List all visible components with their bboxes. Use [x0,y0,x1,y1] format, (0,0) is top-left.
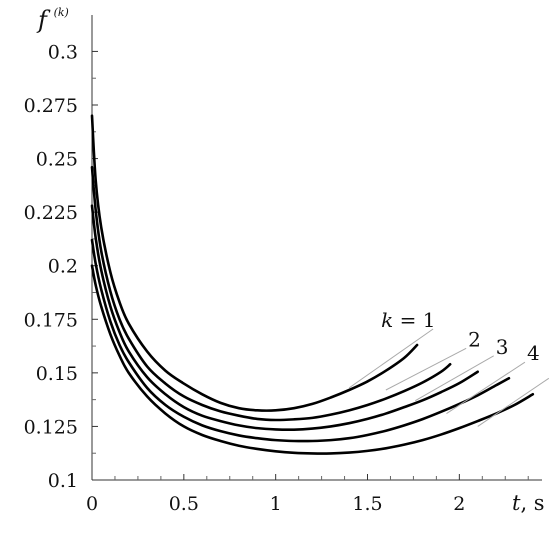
y-tick-label: 0.15 [36,363,78,385]
axes [91,15,542,481]
label-leader-4 [446,361,526,414]
label-leaders [348,328,550,427]
series-label-1: k = 1 [381,308,435,332]
x-tick-label: 1.5 [352,493,382,515]
x-axis-title: t, s [512,491,545,515]
y-tick-label: 0.225 [24,202,78,224]
y-tick-label: 0.3 [48,41,78,63]
x-tick-label: 0.5 [169,493,199,515]
curve-labels: k = 12345 [381,308,540,365]
y-tick-label: 0.25 [36,149,78,171]
series-label-2: 2 [468,327,481,351]
y-axis-title-main: f [36,6,51,34]
label-leader-3 [415,355,494,402]
series-label-4: 4 [527,341,540,365]
y-tick-label: 0.2 [48,256,78,278]
series-line-4 [90,238,511,443]
y-tick-label: 0.1 [48,470,78,492]
x-tick-label: 0 [86,493,98,515]
y-axis-title-sup: (k) [54,6,69,19]
x-tick-label: 1 [270,493,282,515]
x-axis-title-var: t [512,491,521,515]
label-leader-1 [348,328,434,389]
series-line-1 [90,114,419,412]
series-label-3: 3 [496,335,509,359]
curves [90,114,535,455]
series-label-value: = 1 [393,308,435,332]
series-label-k: k [381,308,393,332]
label-leader-2 [385,347,467,391]
y-tick-label: 0.175 [24,309,78,331]
series-line-3 [90,204,480,432]
x-ticks: 0 0.5 1 1.5 2 [86,474,529,515]
x-axis-title-unit: , s [520,491,544,515]
x-tick-label: 2 [453,493,465,515]
y-tick-label: 0.125 [24,416,78,438]
y-tick-label: 0.275 [24,95,78,117]
label-leader-5 [477,377,550,427]
series-line-5 [90,264,535,455]
series-line-2 [90,165,452,422]
y-ticks: 0.1 0.125 0.15 0.175 0.2 0.225 0.25 0.275 0.3 [24,41,98,492]
y-axis-title: f (k) [36,6,69,34]
